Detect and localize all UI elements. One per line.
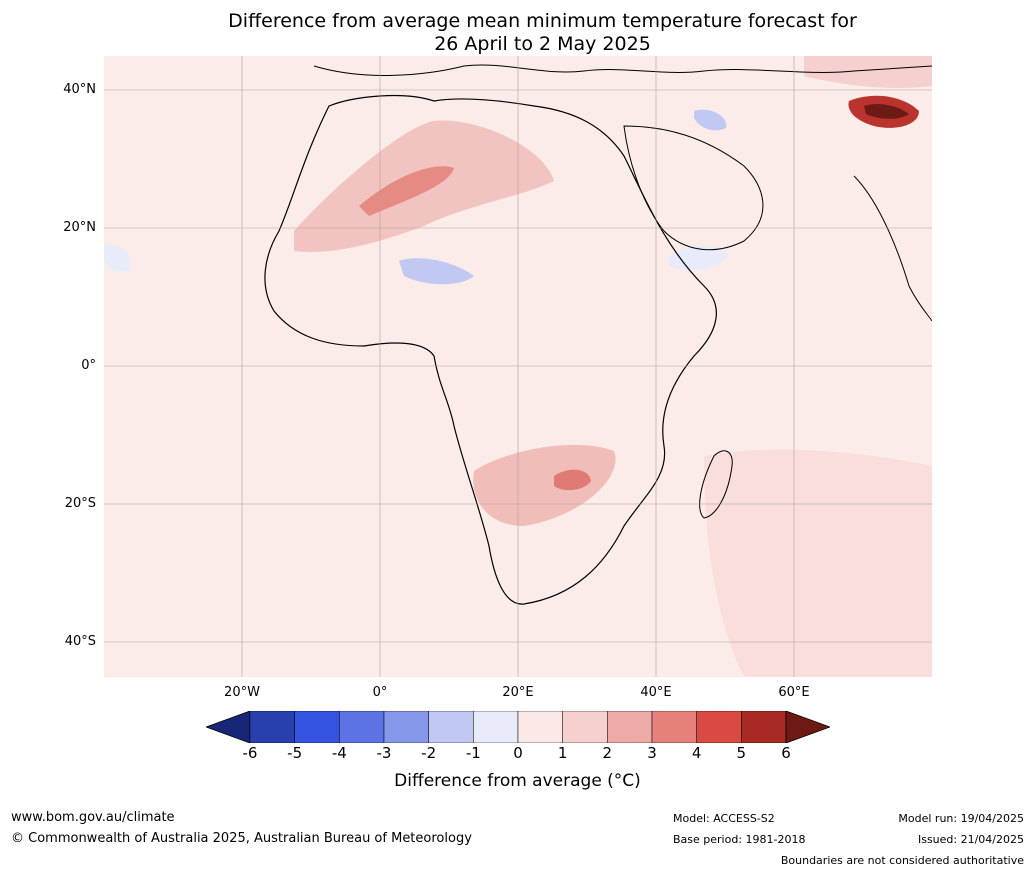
forecast-map bbox=[104, 56, 932, 677]
anomaly-patch bbox=[473, 444, 616, 526]
colorbar-box bbox=[651, 711, 697, 743]
colorbar-tick: -1 bbox=[465, 744, 481, 762]
colorbar-box bbox=[696, 711, 742, 743]
anomaly-patch bbox=[804, 56, 932, 88]
colorbar-tick: -6 bbox=[242, 744, 258, 762]
base-period-text: Base period: 1981-2018 bbox=[673, 833, 806, 846]
graticule bbox=[104, 56, 932, 677]
colorbar-box bbox=[607, 711, 653, 743]
colorbar-box bbox=[249, 711, 295, 743]
colorbar-label: Difference from average (°C) bbox=[394, 771, 641, 791]
colorbar-box bbox=[339, 711, 385, 743]
anomaly-patch bbox=[359, 166, 454, 216]
colorbar-box bbox=[562, 711, 608, 743]
colorbar-box bbox=[428, 711, 474, 743]
copyright-text: © Commonwealth of Australia 2025, Austra… bbox=[11, 831, 472, 846]
anomaly-patch bbox=[694, 109, 727, 131]
model-text: Model: ACCESS-S2 bbox=[673, 812, 775, 825]
colorbar-tick: -3 bbox=[376, 744, 392, 762]
colorbar-tick: 5 bbox=[736, 744, 747, 762]
anomaly-patch bbox=[864, 103, 909, 119]
colorbar-tick: -4 bbox=[331, 744, 347, 762]
lat-label: 40°S bbox=[64, 634, 96, 649]
lon-label: 20°E bbox=[502, 685, 534, 700]
colorbar-box bbox=[741, 711, 787, 743]
anomaly-patch bbox=[704, 449, 932, 677]
anomaly-shading bbox=[104, 56, 932, 677]
colorbar-extend-high bbox=[785, 711, 830, 743]
title-line-1: Difference from average mean minimum tem… bbox=[228, 10, 857, 32]
lat-label: 40°N bbox=[63, 82, 96, 97]
colorbar-tick: 2 bbox=[602, 744, 613, 762]
colorbar-tick: 0 bbox=[513, 744, 523, 762]
lon-label: 0° bbox=[372, 685, 388, 700]
africa-outline bbox=[264, 94, 717, 605]
colorbar-tick: -5 bbox=[287, 744, 303, 762]
anomaly-patch bbox=[669, 245, 729, 271]
lon-label: 40°E bbox=[640, 685, 672, 700]
lon-label: 60°E bbox=[778, 685, 810, 700]
colorbar-tick: 4 bbox=[691, 744, 702, 762]
disclaimer-text: Boundaries are not considered authoritat… bbox=[780, 854, 1024, 867]
europe-coast bbox=[313, 64, 932, 76]
colorbar-box bbox=[517, 711, 563, 743]
website-link[interactable]: www.bom.gov.au/climate bbox=[11, 810, 175, 825]
lon-label: 20°W bbox=[224, 685, 260, 700]
colorbar-tick: -2 bbox=[421, 744, 437, 762]
colorbar-extend-low bbox=[206, 711, 251, 743]
lat-label: 0° bbox=[81, 358, 96, 373]
model-run-text: Model run: 19/04/2025 bbox=[898, 812, 1024, 825]
colorbar-tick: 3 bbox=[647, 744, 657, 762]
colorbar-box bbox=[294, 711, 340, 743]
issued-text: Issued: 21/04/2025 bbox=[917, 833, 1024, 846]
colorbar bbox=[206, 711, 830, 743]
arabia-outline bbox=[623, 125, 764, 251]
colorbar-box bbox=[383, 711, 429, 743]
india-outline bbox=[853, 175, 932, 322]
madagascar-outline bbox=[699, 450, 733, 519]
colorbar-tick: 1 bbox=[557, 744, 568, 762]
anomaly-patch bbox=[399, 258, 474, 285]
anomaly-patch bbox=[104, 245, 131, 272]
anomaly-patch bbox=[554, 469, 591, 491]
map-title: Difference from average mean minimum tem… bbox=[0, 10, 1035, 56]
colorbar-tick: 6 bbox=[781, 744, 791, 762]
title-line-2: 26 April to 2 May 2025 bbox=[434, 33, 651, 55]
lat-label: 20°S bbox=[64, 496, 96, 511]
lat-label: 20°N bbox=[63, 220, 96, 235]
colorbar-box bbox=[473, 711, 519, 743]
